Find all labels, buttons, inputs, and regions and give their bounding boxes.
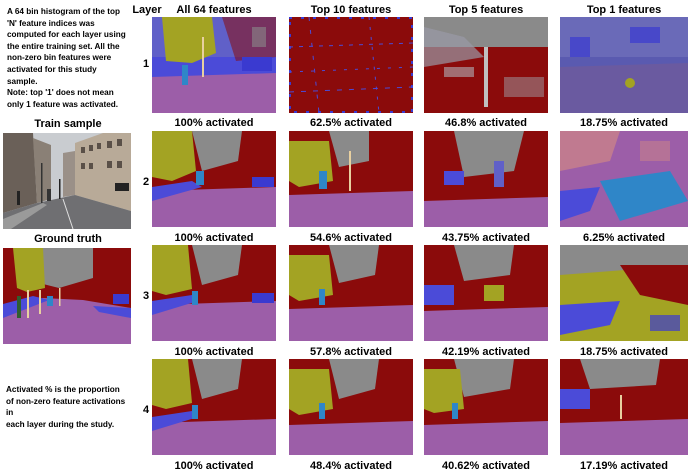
description-line: only 1 feature was activated. <box>7 99 119 109</box>
activation-note: Activated % is the proportion of non-zer… <box>6 384 134 430</box>
description-line: 'N' feature indices was <box>7 18 95 28</box>
column-header-top-1: Top 1 features <box>586 4 662 16</box>
activation-label: 18.75% activated <box>579 117 669 129</box>
segmentation-layer2-top10 <box>289 131 413 227</box>
activation-note-line: Activated % is the proportion <box>6 385 120 394</box>
segmentation-layer2-top1 <box>560 131 688 227</box>
activation-label: 40.62% activated <box>441 460 531 472</box>
activation-label: 42.19% activated <box>441 346 531 358</box>
segmentation-layer3-top5 <box>424 245 548 341</box>
activation-label: 100% activated <box>174 460 254 472</box>
activation-label: 100% activated <box>174 346 254 358</box>
segmentation-layer4-top5 <box>424 359 548 455</box>
segmentation-layer2-all64 <box>152 131 276 227</box>
activation-label: 62.5% activated <box>310 117 392 129</box>
segmentation-layer4-top1 <box>560 359 688 455</box>
layer-label-1: 1 <box>142 58 150 70</box>
segmentation-layer4-top10 <box>289 359 413 455</box>
activation-label: 6.25% activated <box>583 232 665 244</box>
layer-label-2: 2 <box>142 176 150 188</box>
activation-note-line: each layer during the study. <box>6 419 115 429</box>
description-line: Note: top '1' does not mean <box>7 88 114 98</box>
segmentation-layer2-top5 <box>424 131 548 227</box>
activation-label: 100% activated <box>174 117 254 129</box>
activation-label: 43.75% activated <box>441 232 531 244</box>
column-header-top-10: Top 10 features <box>310 4 392 16</box>
train-sample-image <box>3 133 131 229</box>
column-header-top-5: Top 5 features <box>448 4 524 16</box>
description-line: sample. <box>7 76 38 86</box>
description-line: computed for each layer using <box>7 30 126 40</box>
segmentation-layer3-top1 <box>560 245 688 341</box>
segmentation-layer4-all64 <box>152 359 276 455</box>
layer-header: Layer <box>132 4 162 16</box>
activation-label: 46.8% activated <box>445 117 527 129</box>
layer-label-3: 3 <box>142 290 150 302</box>
segmentation-layer1-all64 <box>152 17 276 113</box>
layer-label-4: 4 <box>142 404 150 416</box>
method-description: A 64 bin histogram of the top 'N' featur… <box>7 6 135 110</box>
train-sample-label: Train sample <box>34 118 102 130</box>
segmentation-layer3-top10 <box>289 245 413 341</box>
segmentation-layer1-top1 <box>560 17 688 113</box>
activation-note-line: of non-zero feature activations in <box>6 396 126 418</box>
column-header-all-64: All 64 features <box>176 4 252 16</box>
activation-label: 17.19% activated <box>579 460 669 472</box>
segmentation-layer3-all64 <box>152 245 276 341</box>
ground-truth-label: Ground truth <box>34 233 102 245</box>
description-line: the entire training set. All the <box>7 41 120 51</box>
activation-label: 100% activated <box>174 232 254 244</box>
activation-label: 54.6% activated <box>310 232 392 244</box>
description-line: activated for this study <box>7 64 97 74</box>
segmentation-layer1-top5 <box>424 17 548 113</box>
description-line: non-zero bin features were <box>7 53 112 63</box>
segmentation-layer1-top10 <box>289 17 413 113</box>
activation-label: 18.75% activated <box>579 346 669 358</box>
description-line: A 64 bin histogram of the top <box>7 7 120 16</box>
ground-truth-image <box>3 248 131 344</box>
activation-label: 48.4% activated <box>310 460 392 472</box>
activation-label: 57.8% activated <box>310 346 392 358</box>
